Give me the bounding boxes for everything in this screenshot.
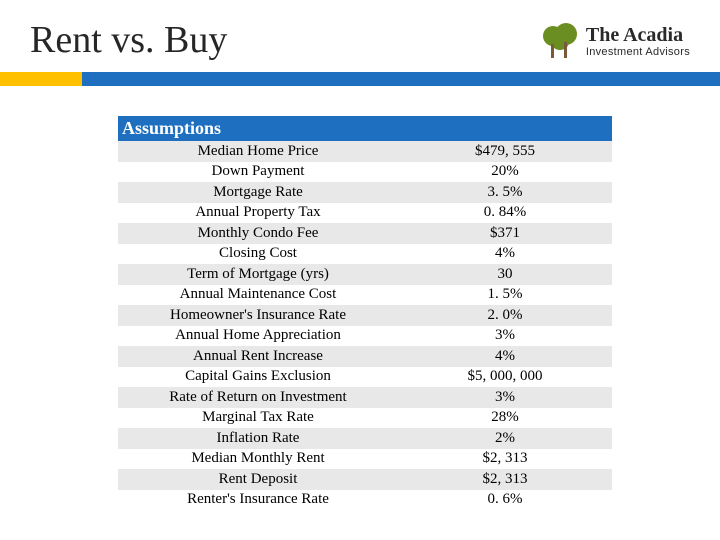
table-row: Capital Gains Exclusion$5, 000, 000 — [118, 367, 612, 388]
table-cell-value: 30 — [398, 264, 612, 285]
page-title: Rent vs. Buy — [30, 18, 227, 62]
table-cell-label: Median Home Price — [118, 141, 398, 162]
table-cell-label: Rent Deposit — [118, 469, 398, 490]
table-cell-label: Renter's Insurance Rate — [118, 490, 398, 511]
table-row: Mortgage Rate3. 5% — [118, 182, 612, 203]
logo: The Acadia Investment Advisors — [540, 22, 690, 60]
table-cell-value: 0. 6% — [398, 490, 612, 511]
table-row: Term of Mortgage (yrs)30 — [118, 264, 612, 285]
table-cell-value: $2, 313 — [398, 449, 612, 470]
table-row: Homeowner's Insurance Rate2. 0% — [118, 305, 612, 326]
table-row: Down Payment20% — [118, 162, 612, 183]
table-cell-label: Annual Maintenance Cost — [118, 285, 398, 306]
table-cell-label: Median Monthly Rent — [118, 449, 398, 470]
table-cell-value: 28% — [398, 408, 612, 429]
table-header-spacer — [398, 116, 612, 141]
table-row: Annual Property Tax0. 84% — [118, 203, 612, 224]
table-cell-label: Closing Cost — [118, 244, 398, 265]
table-cell-label: Mortgage Rate — [118, 182, 398, 203]
table-cell-value: $479, 555 — [398, 141, 612, 162]
table-cell-value: $371 — [398, 223, 612, 244]
table-cell-label: Inflation Rate — [118, 428, 398, 449]
tree-trunk-2 — [564, 42, 567, 58]
table-cell-label: Rate of Return on Investment — [118, 387, 398, 408]
table-cell-value: $2, 313 — [398, 469, 612, 490]
table-body: Median Home Price$479, 555Down Payment20… — [118, 141, 612, 510]
table-cell-value: 3% — [398, 326, 612, 347]
table-cell-label: Down Payment — [118, 162, 398, 183]
table-row: Monthly Condo Fee$371 — [118, 223, 612, 244]
accent-bar-blue — [82, 72, 720, 86]
logo-subtitle: Investment Advisors — [586, 47, 690, 58]
table-cell-label: Marginal Tax Rate — [118, 408, 398, 429]
table-cell-label: Homeowner's Insurance Rate — [118, 305, 398, 326]
table-cell-label: Term of Mortgage (yrs) — [118, 264, 398, 285]
table-row: Annual Rent Increase4% — [118, 346, 612, 367]
table-row: Closing Cost4% — [118, 244, 612, 265]
tree-icon — [540, 22, 580, 60]
logo-name: The Acadia — [586, 25, 690, 45]
table-cell-label: Annual Rent Increase — [118, 346, 398, 367]
table-cell-value: 3. 5% — [398, 182, 612, 203]
table-row: Rate of Return on Investment3% — [118, 387, 612, 408]
table-cell-value: 4% — [398, 346, 612, 367]
table-cell-label: Capital Gains Exclusion — [118, 367, 398, 388]
table-cell-value: 20% — [398, 162, 612, 183]
table-row: Annual Maintenance Cost1. 5% — [118, 285, 612, 306]
table-row: Rent Deposit$2, 313 — [118, 469, 612, 490]
table-cell-value: 4% — [398, 244, 612, 265]
table-cell-value: 3% — [398, 387, 612, 408]
table-cell-value: 2% — [398, 428, 612, 449]
logo-text: The Acadia Investment Advisors — [586, 25, 690, 58]
table-cell-label: Annual Home Appreciation — [118, 326, 398, 347]
table-row: Annual Home Appreciation3% — [118, 326, 612, 347]
accent-bar — [0, 72, 720, 86]
table-cell-value: 1. 5% — [398, 285, 612, 306]
table-cell-value: $5, 000, 000 — [398, 367, 612, 388]
table-row: Median Home Price$479, 555 — [118, 141, 612, 162]
table-header-row: Assumptions — [118, 116, 612, 141]
tree-trunk-1 — [551, 44, 554, 58]
table-cell-label: Monthly Condo Fee — [118, 223, 398, 244]
table-row: Renter's Insurance Rate0. 6% — [118, 490, 612, 511]
table-header-label: Assumptions — [118, 116, 398, 141]
header: Rent vs. Buy The Acadia Investment Advis… — [0, 0, 720, 62]
assumptions-table: Assumptions Median Home Price$479, 555Do… — [118, 116, 612, 510]
table-row: Inflation Rate2% — [118, 428, 612, 449]
table-cell-label: Annual Property Tax — [118, 203, 398, 224]
table-row: Marginal Tax Rate28% — [118, 408, 612, 429]
accent-bar-yellow — [0, 72, 82, 86]
table-cell-value: 0. 84% — [398, 203, 612, 224]
table-row: Median Monthly Rent$2, 313 — [118, 449, 612, 470]
table-cell-value: 2. 0% — [398, 305, 612, 326]
